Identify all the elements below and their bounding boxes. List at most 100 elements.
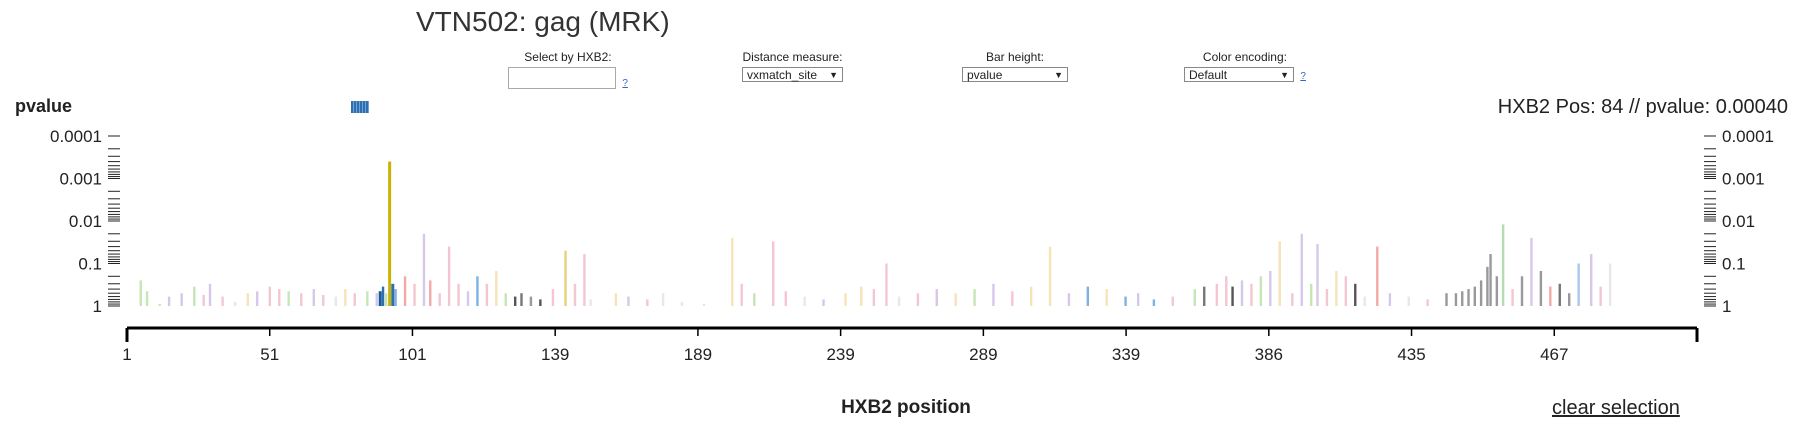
data-bar <box>860 286 863 306</box>
data-bar <box>1467 289 1470 306</box>
x-tick-label: 386 <box>1255 345 1283 364</box>
data-bar <box>180 293 183 306</box>
y-tick-label: 0.001 <box>59 170 102 189</box>
data-bar <box>145 291 149 306</box>
color-encoding-control: Color encoding: Default ? <box>1184 50 1306 83</box>
distance-measure-select[interactable]: vxmatch_site <box>742 67 843 83</box>
data-bar <box>1501 224 1505 306</box>
data-bar <box>322 294 325 306</box>
data-bar <box>1029 286 1033 306</box>
data-bar <box>803 296 806 306</box>
data-bar <box>384 293 388 306</box>
selected-data-bar <box>391 283 395 306</box>
data-bar <box>167 296 171 306</box>
data-bar <box>1215 283 1219 306</box>
data-bar <box>344 289 347 306</box>
data-bar <box>485 283 489 306</box>
x-tick-label: 467 <box>1540 345 1568 364</box>
data-bar <box>954 293 957 306</box>
data-bar <box>1354 283 1357 306</box>
data-bar <box>1124 296 1127 306</box>
data-bar <box>221 296 224 306</box>
selected-data-bar <box>378 291 382 306</box>
data-bar <box>1461 291 1464 306</box>
select-help-link[interactable]: ? <box>622 78 628 89</box>
select-by-hxb2-input[interactable] <box>508 67 616 89</box>
data-bar <box>627 296 630 306</box>
data-bar <box>1152 299 1156 306</box>
data-bar <box>513 296 517 306</box>
color-encoding-select[interactable]: Default <box>1184 67 1294 83</box>
data-bar <box>1568 293 1571 306</box>
distance-measure-control: Distance measure: vxmatch_site <box>742 50 843 83</box>
data-bar <box>476 276 479 306</box>
data-bar <box>1269 270 1272 306</box>
selection-brush[interactable] <box>351 101 369 113</box>
data-bar <box>731 237 734 306</box>
data-bar <box>1520 276 1524 306</box>
x-tick-label: 189 <box>684 345 712 364</box>
data-bar <box>1067 293 1071 306</box>
bar-height-control: Bar height: pvalue <box>962 50 1068 83</box>
color-help-link[interactable]: ? <box>1300 71 1306 82</box>
data-bar <box>1445 293 1448 306</box>
data-bar <box>268 286 271 306</box>
data-bar <box>1486 266 1489 306</box>
data-bar <box>564 250 567 306</box>
data-bar <box>1495 276 1499 306</box>
data-bar <box>447 246 451 306</box>
selected-data-bar <box>388 161 392 306</box>
distance-measure-label: Distance measure: <box>742 50 843 64</box>
data-bar <box>661 293 665 306</box>
data-bar <box>1608 263 1612 306</box>
bar-height-select[interactable]: pvalue <box>962 67 1068 83</box>
data-bar <box>520 293 523 306</box>
x-tick-label: 339 <box>1112 345 1140 364</box>
data-bar <box>1344 276 1348 306</box>
data-bar <box>771 241 775 306</box>
data-bar <box>1231 286 1234 306</box>
data-bar <box>1530 237 1533 306</box>
data-bar <box>139 280 142 306</box>
data-bar <box>680 301 684 306</box>
y-axis-title: pvalue <box>15 96 73 116</box>
bar-height-label: Bar height: <box>985 50 1045 64</box>
data-bar <box>1310 283 1313 306</box>
data-bar <box>1426 299 1429 306</box>
data-bar <box>539 299 542 306</box>
data-bar <box>614 293 618 306</box>
data-bar <box>1376 246 1379 306</box>
data-bar <box>375 293 378 306</box>
clear-selection-link[interactable]: clear selection <box>1552 397 1680 419</box>
data-bar <box>1291 293 1294 306</box>
data-bar <box>1225 276 1228 306</box>
hover-readout: HXB2 Pos: 84 // pvalue: 0.00040 <box>1497 96 1788 118</box>
data-bar <box>1171 296 1174 306</box>
y-tick-label: 0.1 <box>78 255 102 274</box>
data-bar <box>403 276 407 306</box>
data-bar <box>1136 293 1140 306</box>
data-bar <box>1590 254 1593 306</box>
data-bar <box>1316 244 1319 306</box>
data-bar <box>1048 246 1052 306</box>
y-tick-label: 0.0001 <box>1722 127 1774 146</box>
data-bar <box>1086 286 1090 306</box>
data-bar <box>702 304 706 306</box>
data-bar <box>1489 254 1492 306</box>
x-tick-label: 435 <box>1397 345 1425 364</box>
data-bar <box>935 289 938 306</box>
data-bar <box>1407 296 1410 306</box>
data-bar <box>334 296 338 306</box>
data-bar <box>278 289 281 306</box>
data-bar <box>753 293 756 306</box>
data-bar <box>897 296 901 306</box>
data-bar <box>1325 289 1329 306</box>
page-title: VTN502: gag (MRK) <box>416 6 670 37</box>
select-by-hxb2-control: Select by HXB2: ? <box>508 50 628 89</box>
y-tick-label: 0.01 <box>1722 212 1755 231</box>
data-bar <box>551 289 555 306</box>
data-bar <box>233 301 237 306</box>
x-tick-label: 289 <box>969 345 997 364</box>
data-bar <box>822 299 825 306</box>
